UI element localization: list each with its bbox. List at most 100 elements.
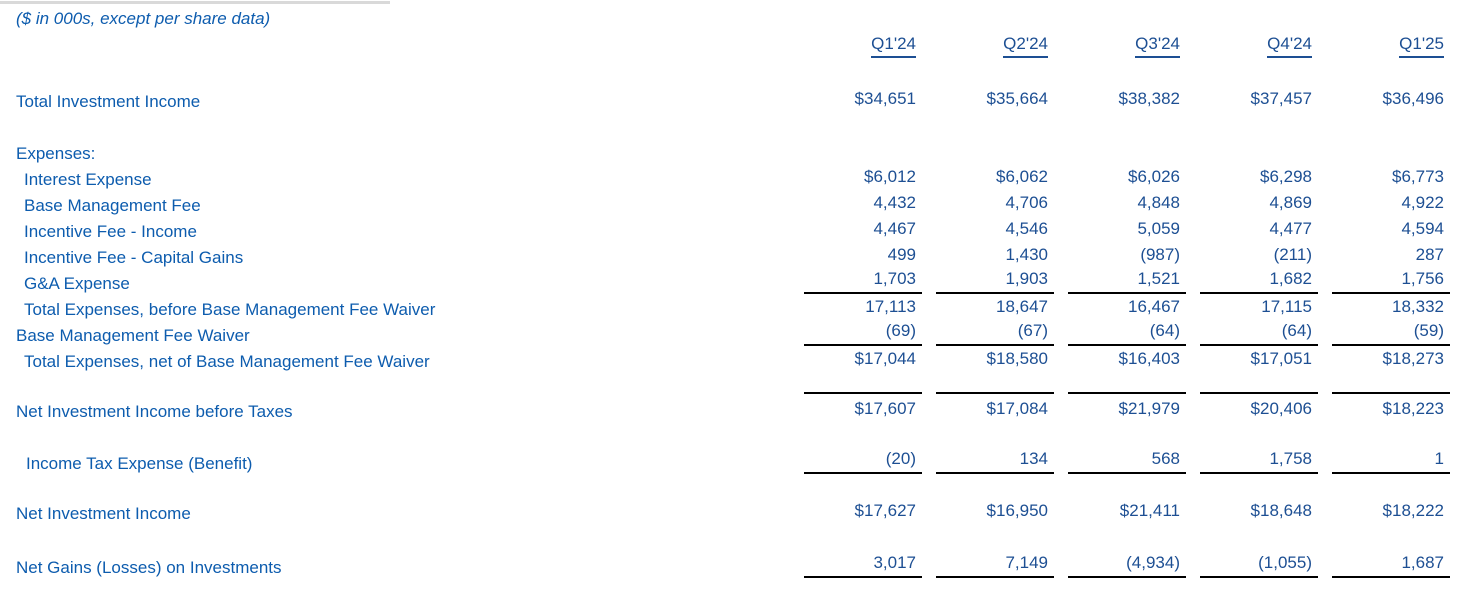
- value-cell: 1,758: [1186, 448, 1318, 475]
- value-cell: (1,055): [1186, 552, 1318, 579]
- value-cell: 499: [887, 244, 916, 264]
- column-header-q3-24: Q3'24: [1054, 30, 1186, 58]
- row-label: Base Management Fee Waiver: [16, 325, 250, 345]
- table-row-total-expenses-before-waiver: Total Expenses, before Base Management F…: [0, 294, 1450, 320]
- table-row-incentive-fee-capital-gains: Incentive Fee - Capital Gains 499 1,430 …: [0, 242, 1450, 268]
- column-header-label: Q1'25: [1399, 34, 1444, 58]
- column-header-q1-24: Q1'24: [790, 30, 922, 58]
- value-cell: 4,594: [1401, 218, 1444, 238]
- spacer-row: [0, 524, 1450, 552]
- value-cell: 1: [1318, 448, 1450, 475]
- value-cell: 4,432: [873, 192, 916, 212]
- value-cell: $17,627: [854, 501, 916, 520]
- row-label: Net Investment Income before Taxes: [16, 402, 293, 421]
- value-cell: $18,580: [986, 348, 1048, 368]
- column-header-q2-24: Q2'24: [922, 30, 1054, 58]
- value-cell: $34,651: [854, 88, 916, 108]
- value-cell: $21,411: [1119, 501, 1180, 520]
- column-header-label: Q4'24: [1267, 34, 1312, 58]
- row-label: Total Expenses, before Base Management F…: [24, 299, 436, 319]
- table-row-total-investment-income: Total Investment Income $34,651 $35,664 …: [0, 86, 1450, 112]
- value-cell: 1,430: [1005, 244, 1048, 264]
- table-row-total-expenses-net-of-waiver: Total Expenses, net of Base Management F…: [0, 346, 1450, 372]
- value-cell: 1,521: [1054, 268, 1186, 294]
- value-cell: 18,332: [1392, 296, 1444, 316]
- units-note: ($ in 000s, except per share data): [16, 9, 271, 28]
- value-cell: 287: [1415, 244, 1444, 264]
- value-cell: 16,467: [1128, 296, 1180, 316]
- table-row-interest-expense: Interest Expense $6,012 $6,062 $6,026 $6…: [0, 164, 1450, 190]
- value-cell: $6,062: [996, 166, 1048, 186]
- value-cell: 1,682: [1186, 268, 1318, 294]
- value-cell: 4,706: [1005, 192, 1048, 212]
- value-cell: (69): [790, 320, 922, 346]
- value-cell: (4,934): [1054, 552, 1186, 579]
- table-row-net-investment-income-before-taxes: Net Investment Income before Taxes $17,6…: [0, 392, 1450, 422]
- divider-line: [0, 1, 390, 4]
- table-row-ga-expense: G&A Expense 1,703 1,903 1,521 1,682 1,75…: [0, 268, 1450, 294]
- table-row-net-gains-losses: Net Gains (Losses) on Investments 3,017 …: [0, 552, 1450, 579]
- spacer-row: [0, 112, 1450, 138]
- value-cell: $18,273: [1382, 348, 1444, 368]
- row-label: Total Expenses, net of Base Management F…: [24, 351, 430, 371]
- value-cell: 18,647: [996, 296, 1048, 316]
- spacer-row: [0, 474, 1450, 498]
- value-cell: (211): [1273, 244, 1312, 264]
- value-cell: $17,051: [1250, 348, 1312, 368]
- value-cell: 4,546: [1005, 218, 1048, 238]
- value-cell: 1,756: [1318, 268, 1450, 294]
- value-cell: $37,457: [1250, 88, 1312, 108]
- row-label: Income Tax Expense (Benefit): [26, 454, 253, 473]
- row-label: G&A Expense: [24, 273, 130, 293]
- value-cell: $16,403: [1118, 348, 1180, 368]
- row-label: Net Gains (Losses) on Investments: [16, 558, 282, 577]
- value-cell: $38,382: [1118, 88, 1180, 108]
- value-cell: $6,298: [1260, 166, 1312, 186]
- value-cell: $18,648: [1250, 501, 1312, 520]
- table-row-expenses-header: Expenses:: [0, 138, 1450, 164]
- table-row-base-management-fee-waiver: Base Management Fee Waiver (69) (67) (64…: [0, 320, 1450, 346]
- spacer-row: [0, 372, 1450, 392]
- header-spacer-cell: [0, 30, 790, 58]
- row-label: Incentive Fee - Income: [24, 221, 197, 241]
- value-cell: $20,406: [1186, 392, 1318, 422]
- value-cell: $17,607: [790, 392, 922, 422]
- value-cell: 4,467: [873, 218, 916, 238]
- table-row-net-investment-income: Net Investment Income $17,627 $16,950 $2…: [0, 498, 1450, 524]
- value-cell: (987): [1140, 244, 1180, 264]
- column-header-q4-24: Q4'24: [1186, 30, 1318, 58]
- spacer-row: [0, 422, 1450, 448]
- row-label: Net Investment Income: [16, 504, 191, 523]
- value-cell: 17,115: [1261, 296, 1312, 316]
- value-cell: 4,848: [1137, 192, 1180, 212]
- spacer-row: [0, 58, 1450, 86]
- value-cell: 3,017: [790, 552, 922, 579]
- table-row-base-management-fee: Base Management Fee 4,432 4,706 4,848 4,…: [0, 190, 1450, 216]
- value-cell: (20): [790, 448, 922, 475]
- value-cell: (64): [1186, 320, 1318, 346]
- value-cell: $16,950: [986, 501, 1048, 520]
- value-cell: $36,496: [1382, 88, 1444, 108]
- value-cell: $35,664: [986, 88, 1048, 108]
- value-cell: (59): [1318, 320, 1450, 346]
- column-header-row: Q1'24 Q2'24 Q3'24 Q4'24 Q1'25: [0, 30, 1450, 58]
- row-label: Expenses:: [16, 143, 96, 163]
- value-cell: 1,703: [790, 268, 922, 294]
- row-label: Total Investment Income: [16, 91, 201, 111]
- value-cell: $6,012: [864, 166, 916, 186]
- value-cell: $18,222: [1382, 501, 1444, 520]
- column-header-q1-25: Q1'25: [1318, 30, 1450, 58]
- value-cell: (67): [922, 320, 1054, 346]
- table-row-income-tax-expense: Income Tax Expense (Benefit) (20) 134 56…: [0, 448, 1450, 475]
- value-cell: (64): [1054, 320, 1186, 346]
- value-cell: $21,979: [1054, 392, 1186, 422]
- row-label: Incentive Fee - Capital Gains: [24, 247, 244, 267]
- column-header-label: Q2'24: [1003, 34, 1048, 58]
- value-cell: 7,149: [922, 552, 1054, 579]
- income-statement-table: Q1'24 Q2'24 Q3'24 Q4'24 Q1'25 Total Inve…: [0, 30, 1450, 579]
- value-cell: $17,044: [854, 348, 916, 368]
- value-cell: 1,903: [922, 268, 1054, 294]
- row-label: Base Management Fee: [24, 195, 201, 215]
- column-header-label: Q1'24: [871, 34, 916, 58]
